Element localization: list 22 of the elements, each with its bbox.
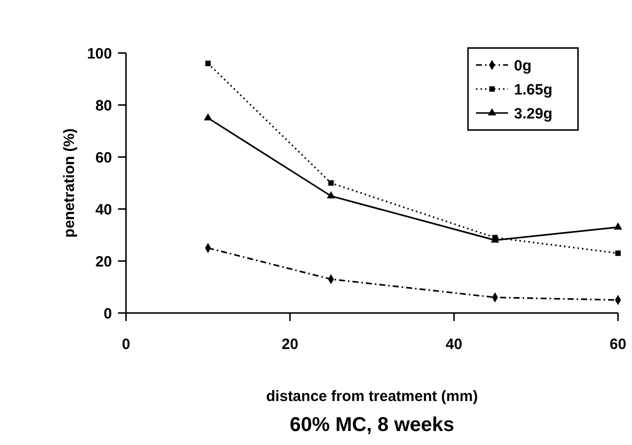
- point: [492, 234, 498, 240]
- legend-label: 0g: [514, 57, 532, 74]
- y-axis-title: penetration (%): [61, 128, 78, 238]
- x-tick-label: 40: [446, 336, 462, 353]
- point: [204, 113, 212, 120]
- point: [614, 222, 622, 230]
- x-axis-title: distance from treatment (mm): [266, 388, 478, 405]
- y-tick-label: 0: [104, 305, 112, 322]
- point: [615, 250, 621, 256]
- legend-label: 3.29g: [514, 105, 552, 122]
- x-tick-label: 0: [122, 336, 130, 353]
- y-tick-label: 100: [86, 45, 112, 62]
- x-tick-label: 20: [282, 336, 298, 353]
- point: [326, 191, 336, 198]
- y-tick-label: 80: [95, 97, 112, 114]
- legend-label: 1.65g: [514, 81, 552, 98]
- y-tick-label: 40: [95, 201, 112, 218]
- y-tick-label: 60: [95, 149, 112, 166]
- x-tick-label: 60: [610, 336, 626, 353]
- point: [205, 60, 211, 66]
- y-tick-label: 20: [95, 253, 112, 270]
- text: 60% MC, 8 weeks: [290, 414, 454, 436]
